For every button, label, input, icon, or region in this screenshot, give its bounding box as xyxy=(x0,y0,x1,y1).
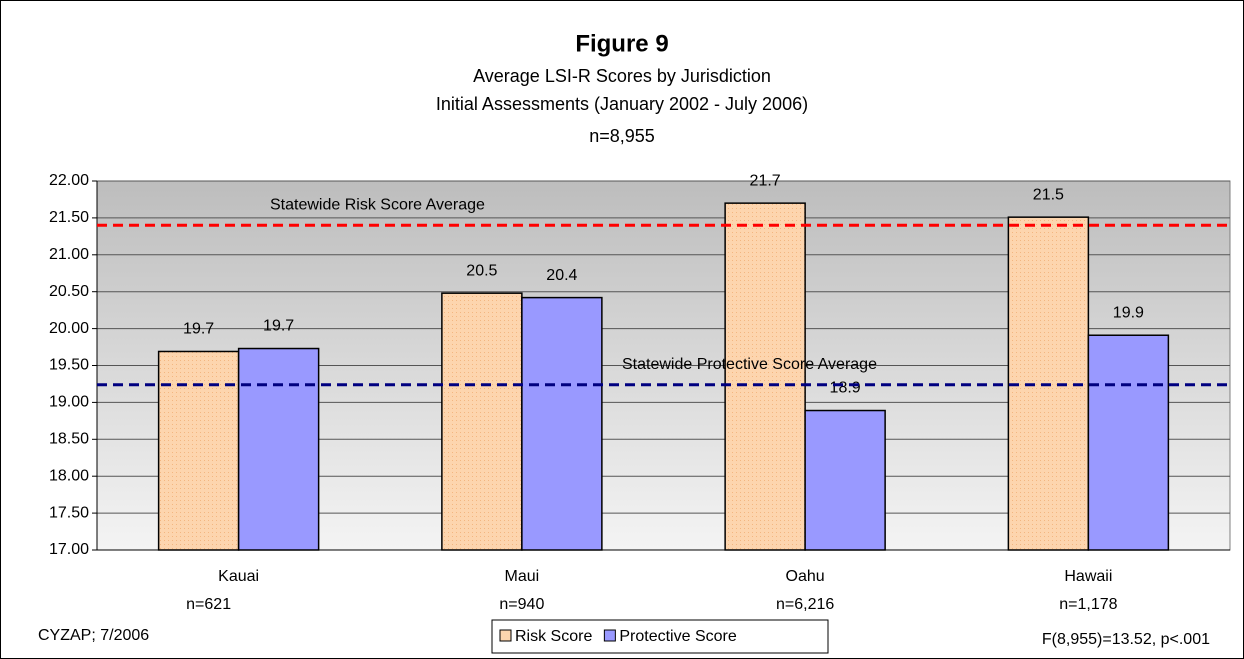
value-label: 20.5 xyxy=(466,262,497,279)
x-tick-label: Hawaii xyxy=(1064,568,1112,585)
bar xyxy=(237,347,320,551)
y-tick-label: 19.50 xyxy=(49,357,89,374)
category-note: n=940 xyxy=(499,596,544,613)
legend xyxy=(491,619,829,654)
y-tick-label: 17.00 xyxy=(49,541,89,558)
y-tick-label: 18.50 xyxy=(49,431,89,448)
chart-title: Figure 9 xyxy=(575,30,668,57)
value-label: 19.9 xyxy=(1113,304,1144,321)
y-tick-label: 21.00 xyxy=(49,246,89,263)
bar xyxy=(804,409,886,551)
footnote: CYZAP; 7/2006 xyxy=(38,627,149,644)
legend-label: Protective Score xyxy=(619,628,736,645)
y-tick-label: 17.50 xyxy=(49,504,89,521)
y-tick-label: 22.00 xyxy=(49,172,89,189)
bar xyxy=(441,292,523,551)
value-label: 19.7 xyxy=(183,321,214,338)
bar xyxy=(157,350,240,551)
y-tick-label: 20.00 xyxy=(49,320,89,337)
x-tick-label: Kauai xyxy=(218,568,259,585)
bar xyxy=(1087,334,1170,551)
value-label: 21.5 xyxy=(1033,186,1064,203)
y-tick-label: 18.00 xyxy=(49,467,89,484)
value-label: 18.9 xyxy=(830,380,861,397)
legend-label: Risk Score xyxy=(515,628,592,645)
subtitle: Initial Assessments (January 2002 - July… xyxy=(436,94,808,114)
bar xyxy=(521,296,603,551)
subtitle: Average LSI-R Scores by Jurisdiction xyxy=(473,66,771,86)
y-tick-label: 20.50 xyxy=(49,283,89,300)
reference-label: Statewide Protective Score Average xyxy=(622,356,877,373)
legend-swatch xyxy=(603,629,616,642)
category-note: n=1,178 xyxy=(1059,596,1117,613)
value-label: 19.7 xyxy=(263,318,294,335)
category-note: n=6,216 xyxy=(776,596,834,613)
bar xyxy=(724,202,806,551)
value-label: 20.4 xyxy=(546,267,577,284)
subtitle: n=8,955 xyxy=(589,126,655,146)
x-tick-label: Oahu xyxy=(786,568,825,585)
footnote: F(8,955)=13.52, p<.001 xyxy=(1042,631,1210,648)
y-tick-label: 21.50 xyxy=(49,209,89,226)
y-tick-label: 19.00 xyxy=(49,394,89,411)
category-note: n=621 xyxy=(186,596,231,613)
reference-label: Statewide Risk Score Average xyxy=(270,196,485,213)
x-tick-label: Maui xyxy=(505,568,540,585)
value-label: 21.7 xyxy=(750,172,781,189)
legend-swatch xyxy=(499,629,512,642)
